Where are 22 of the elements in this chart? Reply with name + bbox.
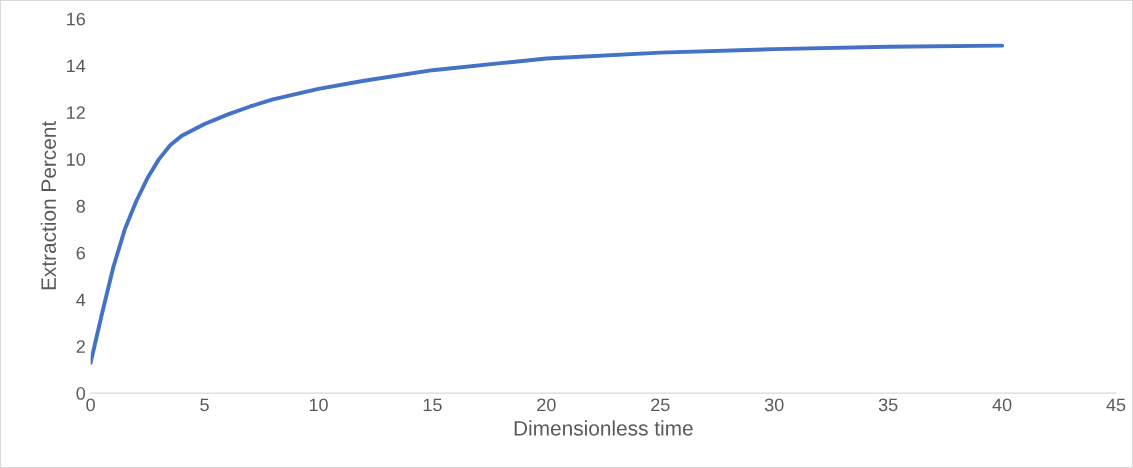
- y-tick-label: 10: [67, 153, 86, 166]
- x-tick-label: 25: [651, 398, 670, 412]
- line-series: [90, 43, 1005, 365]
- x-tick-label: 0: [86, 398, 95, 412]
- x-tick-label: 20: [537, 398, 556, 412]
- y-tick-label: 0: [76, 387, 86, 400]
- y-tick-label: 16: [67, 12, 85, 26]
- y-tick-label: 14: [67, 59, 86, 73]
- y-tick-label: 2: [76, 340, 85, 353]
- y-tick-label: 8: [76, 199, 85, 213]
- y-axis-title: Extraction Percent: [40, 120, 57, 290]
- x-tick-label: 5: [200, 398, 209, 412]
- x-tick-label: 10: [309, 398, 328, 412]
- y-tick-label: 12: [67, 106, 85, 119]
- x-tick-label: 35: [878, 398, 898, 412]
- x-tick-label: 45: [1106, 398, 1126, 412]
- x-tick-label: 30: [764, 398, 784, 412]
- y-tick-label: 4: [76, 293, 86, 307]
- x-axis-title: Dimensionless time: [514, 420, 693, 436]
- x-tick-label: 15: [423, 398, 442, 412]
- x-tick-label: 40: [992, 398, 1012, 412]
- y-tick-label: 6: [76, 246, 85, 260]
